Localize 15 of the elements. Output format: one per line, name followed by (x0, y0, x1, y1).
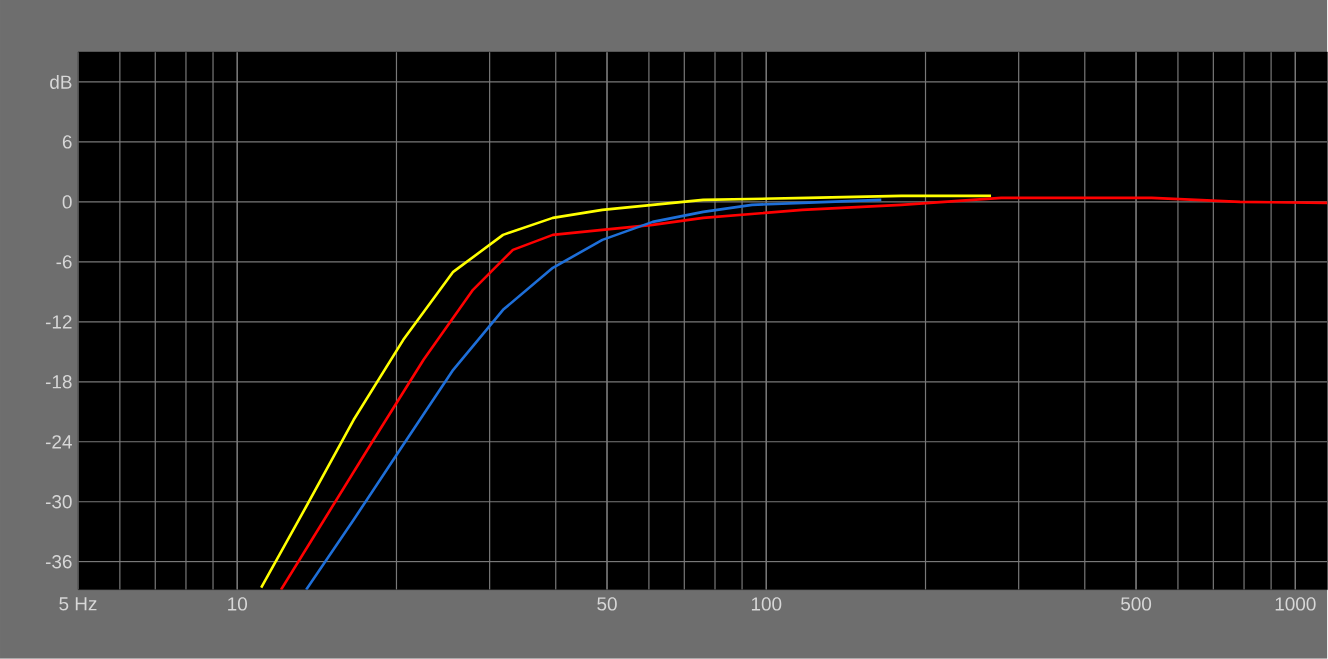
y-tick-label: -6 (56, 255, 72, 269)
x-tick-label: 10 (228, 597, 248, 611)
y-tick-label: 6 (62, 135, 72, 149)
y-tick-label: -30 (45, 495, 72, 509)
x-tick-label: 1000 (1275, 597, 1316, 611)
y-tick-label: -36 (45, 555, 72, 569)
y-tick-label: dB (50, 75, 72, 90)
y-tick-label: -12 (45, 315, 72, 329)
x-tick-label: 5 Hz (59, 597, 97, 611)
x-tick-label: 50 (597, 597, 617, 611)
y-tick-label: -24 (45, 435, 72, 449)
y-tick-label: 0 (62, 195, 72, 209)
x-tick-label: 500 (1121, 597, 1152, 611)
x-tick-label: 100 (751, 597, 782, 611)
y-tick-label: -18 (45, 375, 72, 389)
